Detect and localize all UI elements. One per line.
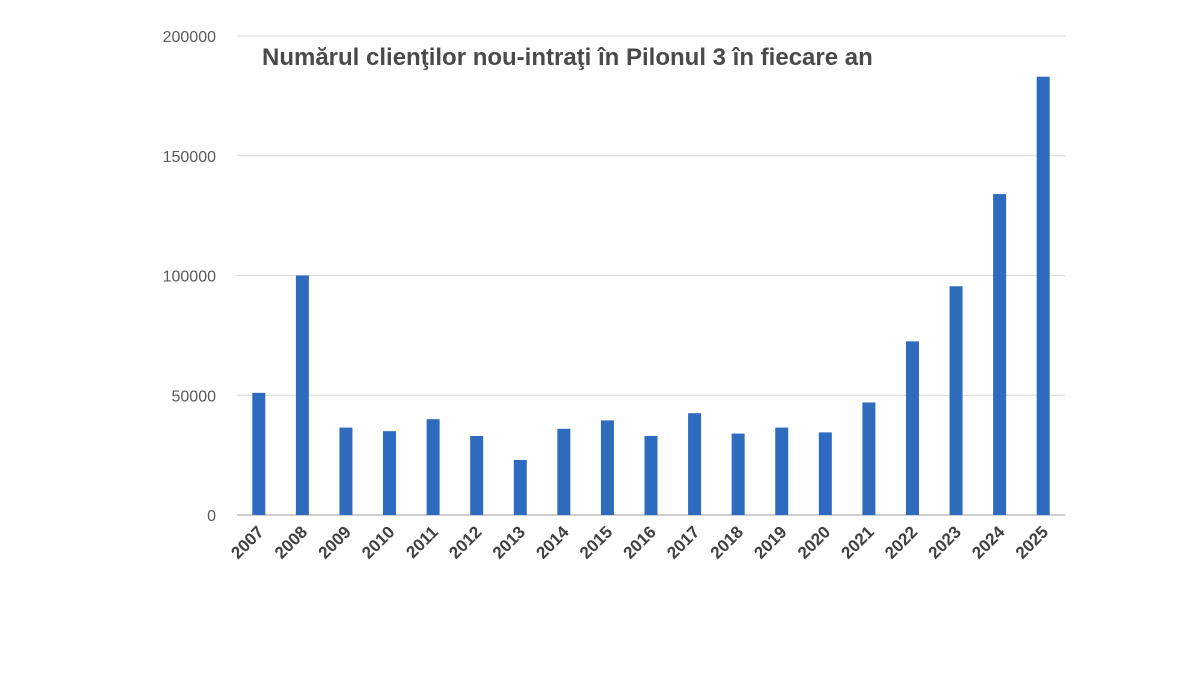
x-tick-label: 2021 bbox=[838, 522, 878, 562]
bar bbox=[600, 420, 614, 515]
x-tick-label: 2022 bbox=[881, 522, 921, 562]
bar bbox=[426, 419, 440, 515]
bar bbox=[731, 433, 745, 515]
bar bbox=[295, 275, 309, 515]
bar bbox=[557, 428, 571, 515]
bar bbox=[775, 427, 789, 515]
y-tick-label: 50000 bbox=[172, 388, 217, 405]
bar bbox=[688, 413, 702, 515]
bar bbox=[513, 459, 527, 515]
x-tick-label: 2018 bbox=[707, 522, 747, 562]
y-tick-label: 100000 bbox=[163, 269, 216, 286]
y-tick-label: 0 bbox=[207, 508, 216, 525]
bar bbox=[252, 392, 266, 515]
bar bbox=[818, 432, 832, 515]
bar bbox=[470, 435, 484, 515]
x-tick-label: 2025 bbox=[1012, 522, 1052, 562]
bar bbox=[339, 427, 353, 515]
x-tick-label: 2009 bbox=[315, 522, 355, 562]
x-tick-label: 2024 bbox=[968, 522, 1009, 563]
bar bbox=[993, 194, 1007, 515]
x-tick-label: 2010 bbox=[358, 522, 398, 562]
x-tick-label: 2016 bbox=[620, 522, 660, 562]
x-tick-label: 2013 bbox=[489, 522, 529, 562]
x-tick-label: 2019 bbox=[750, 522, 790, 562]
bar bbox=[644, 435, 658, 515]
x-tick-label: 2015 bbox=[576, 522, 616, 562]
bar bbox=[905, 341, 919, 515]
x-tick-label: 2014 bbox=[532, 522, 573, 563]
bar bbox=[862, 402, 876, 515]
x-tick-label: 2017 bbox=[663, 522, 703, 562]
x-tick-label: 2023 bbox=[925, 522, 965, 562]
bar bbox=[1036, 76, 1050, 515]
chart-title: Numărul clienţilor nou-intraţi în Pilonu… bbox=[262, 44, 873, 71]
y-tick-label: 200000 bbox=[163, 29, 216, 46]
bar bbox=[383, 431, 397, 515]
x-tick-label: 2020 bbox=[794, 522, 834, 562]
x-tick-label: 2011 bbox=[402, 522, 442, 562]
bar bbox=[949, 286, 963, 515]
y-tick-label: 150000 bbox=[163, 149, 216, 166]
x-tick-label: 2008 bbox=[271, 522, 311, 562]
x-tick-label: 2012 bbox=[445, 522, 485, 562]
x-tick-label: 2007 bbox=[227, 522, 267, 562]
